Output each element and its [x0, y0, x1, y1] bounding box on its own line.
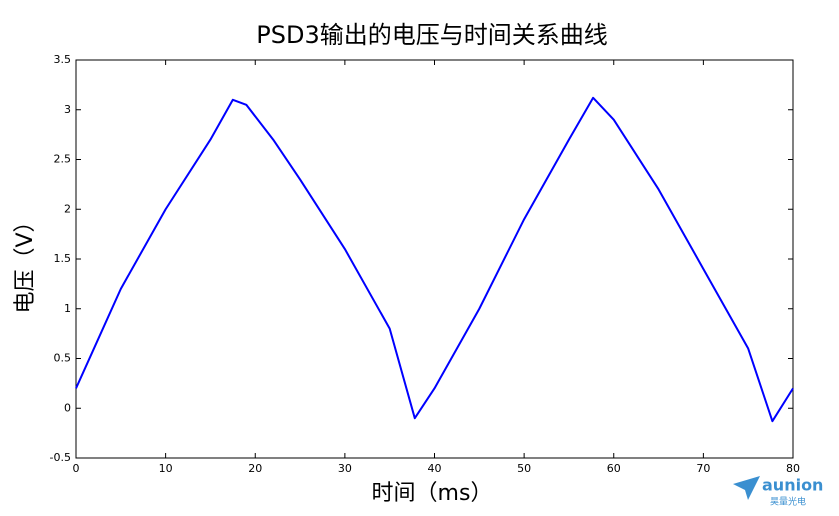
chart-title: PSD3输出的电压与时间关系曲线: [256, 21, 607, 49]
x-tick-label: 80: [786, 462, 800, 475]
y-tick-label: 1: [64, 302, 71, 315]
x-tick-label: 40: [428, 462, 442, 475]
x-tick-label: 0: [73, 462, 80, 475]
y-tick-label: 3.5: [54, 53, 72, 66]
watermark-brand: aunion: [762, 476, 823, 495]
y-tick-label: 0.5: [54, 352, 72, 365]
y-tick-label: 0: [64, 401, 71, 414]
y-tick-label: 1.5: [54, 252, 72, 265]
x-tick-label: 60: [607, 462, 621, 475]
x-tick-label: 20: [248, 462, 262, 475]
line: [75, 96, 794, 423]
x-tick-label: 30: [338, 462, 352, 475]
watermark: aunion 昊量光电: [733, 476, 823, 508]
y-tick-label: 2.5: [54, 153, 72, 166]
watermark-subtitle: 昊量光电: [770, 496, 806, 508]
watermark-logo: [733, 476, 760, 500]
x-tick-label: 10: [159, 462, 173, 475]
y-axis-label: 电压（V）: [13, 210, 38, 313]
x-tick-label: 70: [696, 462, 710, 475]
plot-frame: [75, 59, 794, 459]
y-tick-label: -0.5: [50, 451, 71, 464]
y-tick-label: 2: [64, 202, 71, 215]
x-axis-label: 时间（ms）: [372, 481, 493, 506]
x-tick-label: 50: [517, 462, 531, 475]
y-tick-label: 3: [64, 103, 71, 116]
